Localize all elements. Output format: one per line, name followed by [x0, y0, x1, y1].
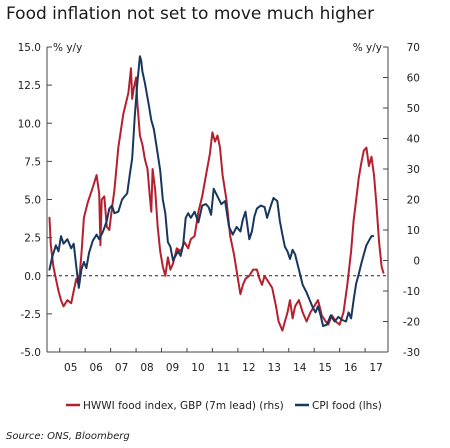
- left-tick-label: -5.0: [21, 347, 42, 359]
- right-axis-unit-label: % y/y: [353, 42, 382, 54]
- right-tick-label: 20: [407, 195, 420, 207]
- legend: HWWI food index, GBP (7m lead) (rhs) CPI …: [66, 400, 382, 412]
- right-tick-label: 50: [407, 103, 420, 115]
- series-hwwi-line: [48, 67, 385, 332]
- right-tick-label: -30: [403, 347, 420, 359]
- left-tick-label: 10.0: [18, 118, 41, 130]
- plot-frame: [46, 47, 389, 353]
- right-tick-label: 40: [407, 134, 420, 146]
- axis-ticks: % y/y % y/y 15.0 12.5 10.0 7.5 5.0 2.5 0.0 -2.5 -5…: [18, 42, 420, 374]
- left-tick-label: 15.0: [18, 42, 41, 54]
- x-tick-label: 06: [89, 362, 103, 374]
- left-tick-label: 12.5: [18, 80, 41, 92]
- right-tick-label: -20: [403, 317, 420, 329]
- x-tick-label: 05: [64, 362, 77, 374]
- right-tick-label: 10: [407, 225, 420, 237]
- right-tick-label: 30: [407, 164, 420, 176]
- x-tick-label: 07: [115, 362, 128, 374]
- left-tick-label: 2.5: [24, 233, 41, 245]
- left-tick-label: -2.5: [21, 309, 42, 321]
- x-tick-label: 14: [293, 362, 307, 374]
- legend-label: CPI food (lhs): [312, 400, 382, 412]
- right-tick-label: 70: [407, 42, 420, 54]
- x-tick-label: 16: [344, 362, 358, 374]
- left-tick-label: 5.0: [24, 195, 41, 207]
- right-tick-label: -10: [403, 286, 420, 298]
- left-tick-label: 0.0: [24, 271, 41, 283]
- x-tick-label: 15: [319, 362, 332, 374]
- x-tick-label: 17: [369, 362, 382, 374]
- x-tick-label: 10: [191, 362, 204, 374]
- right-tick-label: 0: [413, 256, 420, 268]
- chart-source: Source: ONS, Bloomberg: [6, 431, 130, 442]
- right-tick-label: 60: [407, 73, 420, 85]
- left-axis-unit-label: % y/y: [53, 42, 82, 54]
- x-tick-label: 08: [140, 362, 153, 374]
- x-tick-label: 11: [217, 362, 230, 374]
- series-cpi-food-line: [48, 55, 375, 328]
- x-tick-label: 12: [242, 362, 255, 374]
- x-tick-label: 09: [166, 362, 179, 374]
- left-tick-label: 7.5: [24, 156, 41, 168]
- x-tick-label: 13: [268, 362, 281, 374]
- series-lines: [48, 55, 385, 332]
- legend-label: HWWI food index, GBP (7m lead) (rhs): [83, 400, 284, 412]
- chart-title: Food inflation not set to move much high…: [6, 4, 375, 24]
